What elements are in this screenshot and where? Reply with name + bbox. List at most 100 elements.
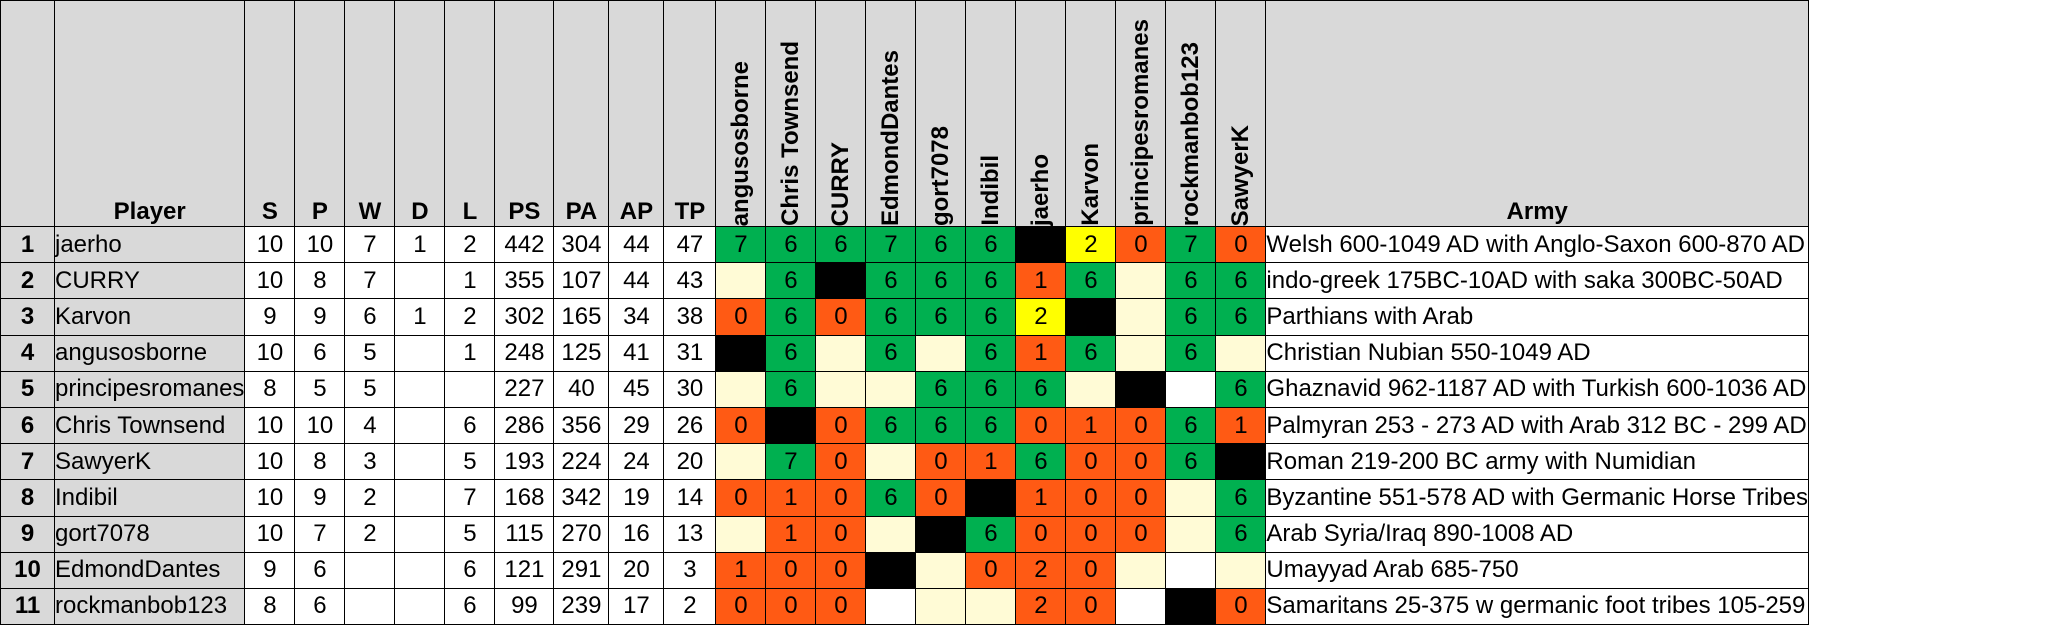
stat-d-cell (394, 515, 446, 553)
stat-s-cell: 9 (244, 298, 296, 336)
stat-ps-cell: 442 (494, 225, 555, 264)
result-cell: 0 (1015, 406, 1067, 445)
stat-pa-cell: 239 (553, 587, 610, 626)
result-cell (1115, 298, 1167, 336)
player-name-cell: Chris Townsend (53, 406, 246, 445)
stat-s-cell: 9 (244, 551, 296, 589)
result-cell (1215, 551, 1267, 589)
header-opponent-gort7078: gort7078 (915, 0, 967, 227)
result-cell: 0 (765, 587, 817, 626)
result-cell (1115, 262, 1167, 300)
result-cell: 6 (1065, 334, 1117, 372)
stat-ps-cell: 168 (494, 479, 555, 517)
result-cell: 6 (1165, 443, 1217, 481)
stat-tp-cell: 43 (663, 262, 717, 300)
result-cell (1165, 370, 1217, 408)
stat-s-cell: 10 (244, 515, 296, 553)
result-cell (715, 515, 767, 553)
result-cell: 0 (815, 479, 867, 517)
result-cell (865, 443, 917, 481)
result-cell: 6 (915, 370, 967, 408)
stat-tp-cell: 26 (663, 406, 717, 445)
army-cell: Ghaznavid 962-1187 AD with Turkish 600-1… (1265, 370, 1810, 408)
stat-ps-cell: 115 (494, 515, 555, 553)
stat-ap-cell: 34 (608, 298, 665, 336)
table-body: 1 jaerho 10 10 7 1 2 442 304 44 47 7 6 6 7 6 6 2 0 7 0 Welsh … (0, 225, 1810, 626)
stat-l-cell: 6 (444, 406, 496, 445)
stat-tp-cell: 14 (663, 479, 717, 517)
stat-d-cell (394, 370, 446, 408)
result-cell: 0 (815, 298, 867, 336)
header-stat-ap: AP (608, 0, 665, 227)
result-cell (1215, 443, 1267, 481)
stat-s-cell: 10 (244, 406, 296, 445)
result-cell: 6 (1165, 406, 1217, 445)
stat-pa-cell: 125 (553, 334, 610, 372)
result-cell (865, 370, 917, 408)
result-cell (715, 334, 767, 372)
result-cell: 0 (1015, 515, 1067, 553)
stat-l-cell: 1 (444, 334, 496, 372)
stat-ap-cell: 41 (608, 334, 665, 372)
player-name-cell: angusosborne (53, 334, 246, 372)
result-cell: 6 (765, 334, 817, 372)
stat-l-cell (444, 370, 496, 408)
result-cell: 0 (965, 551, 1017, 589)
header-opponent-indibil: Indibil (965, 0, 1017, 227)
player-name-cell: SawyerK (53, 443, 246, 481)
stat-ap-cell: 19 (608, 479, 665, 517)
result-cell: 0 (715, 479, 767, 517)
stat-d-cell: 1 (394, 225, 446, 264)
result-cell (1115, 587, 1167, 626)
result-cell: 1 (1015, 262, 1067, 300)
stat-l-cell: 5 (444, 515, 496, 553)
result-cell: 7 (715, 225, 767, 264)
stat-tp-cell: 13 (663, 515, 717, 553)
result-cell: 6 (915, 262, 967, 300)
stat-ap-cell: 44 (608, 262, 665, 300)
stat-l-cell: 6 (444, 587, 496, 626)
header-opponent-edmonddantes: EdmondDantes (865, 0, 917, 227)
result-cell (715, 262, 767, 300)
result-cell: 1 (1015, 334, 1067, 372)
result-cell: 0 (1115, 479, 1167, 517)
army-cell: Umayyad Arab 685-750 (1265, 551, 1810, 589)
stat-d-cell (394, 479, 446, 517)
table-row: 1 jaerho 10 10 7 1 2 442 304 44 47 7 6 6 7 6 6 2 0 7 0 Welsh … (0, 225, 1810, 264)
result-cell (1165, 587, 1217, 626)
result-cell (1115, 551, 1167, 589)
header-stat-w: W (344, 0, 396, 227)
stat-w-cell: 5 (344, 370, 396, 408)
result-cell (1215, 334, 1267, 372)
table-row: 11 rockmanbob123 8 6 6 99 239 17 2 0 0 0 2 0 0 Samarita… (0, 587, 1810, 626)
army-cell: indo-greek 175BC-10AD with saka 300BC-50… (1265, 262, 1810, 300)
rank-cell: 5 (0, 370, 55, 408)
stat-p-cell: 5 (294, 370, 346, 408)
army-cell: Roman 219-200 BC army with Numidian (1265, 443, 1810, 481)
result-cell: 6 (865, 262, 917, 300)
header-opponent-chris-townsend: Chris Townsend (765, 0, 817, 227)
result-cell: 2 (1015, 551, 1067, 589)
header-stat-tp: TP (663, 0, 717, 227)
stat-pa-cell: 304 (553, 225, 610, 264)
stat-ps-cell: 355 (494, 262, 555, 300)
stat-l-cell: 6 (444, 551, 496, 589)
result-cell: 6 (765, 262, 817, 300)
header-stat-d: D (394, 0, 446, 227)
stat-s-cell: 10 (244, 225, 296, 264)
result-cell: 6 (965, 225, 1017, 264)
result-cell (915, 334, 967, 372)
table-row: 2 CURRY 10 8 7 1 355 107 44 43 6 6 6 6 1 6 6 6 indo-greek … (0, 262, 1810, 300)
result-cell: 6 (1065, 262, 1117, 300)
rank-cell: 3 (0, 298, 55, 336)
player-name-cell: Karvon (53, 298, 246, 336)
result-cell: 6 (765, 298, 817, 336)
result-cell (1115, 370, 1167, 408)
army-cell: Byzantine 551-578 AD with Germanic Horse… (1265, 479, 1810, 517)
result-cell: 6 (1215, 298, 1267, 336)
result-cell: 0 (715, 406, 767, 445)
header-stat-pa: PA (553, 0, 610, 227)
player-name-cell: CURRY (53, 262, 246, 300)
stat-ps-cell: 286 (494, 406, 555, 445)
stat-p-cell: 10 (294, 225, 346, 264)
